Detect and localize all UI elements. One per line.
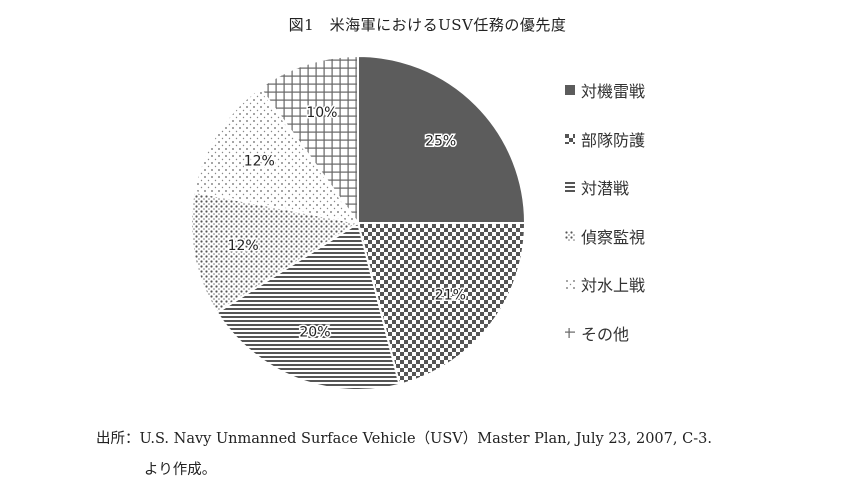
source-line-2: より作成。 xyxy=(144,462,217,478)
pie-chart: 25%25%21%21%20%20%12%12%12%12%10%10% xyxy=(190,54,527,391)
pie-slice-3 xyxy=(215,221,401,391)
pie-slice-6 xyxy=(258,54,359,227)
pie-slice-2 xyxy=(356,222,527,386)
slice-label-halo-3: 20% xyxy=(299,325,330,341)
slice-label-halo-1: 25% xyxy=(425,133,456,149)
legend-label-3: 対潜戦 xyxy=(581,179,630,199)
legend-swatch-3 xyxy=(565,182,575,193)
slice-label-4: 12% xyxy=(228,238,259,254)
legend-label-1: 対機雷戦 xyxy=(581,82,646,102)
legend-label-4: 偵察監視 xyxy=(581,227,646,247)
slice-label-3: 20% xyxy=(299,325,330,341)
slice-label-1: 25% xyxy=(425,133,456,149)
pie-slice-5 xyxy=(192,86,361,225)
legend-item-2: 部隊防護 xyxy=(565,115,645,164)
source-line-1: 出所：U.S. Navy Unmanned Surface Vehicle（US… xyxy=(96,431,712,447)
chart-legend: 対機雷戦部隊防護対潜戦偵察監視対水上戦その他 xyxy=(565,66,645,357)
slice-label-halo-6: 10% xyxy=(306,105,337,121)
legend-item-5: 対水上戦 xyxy=(565,260,645,309)
legend-swatch-4 xyxy=(565,230,575,241)
pie-slice-4 xyxy=(190,190,361,314)
legend-item-1: 対機雷戦 xyxy=(565,66,645,115)
slice-label-6: 10% xyxy=(306,105,337,121)
legend-item-6: その他 xyxy=(565,309,645,358)
source-note: 出所：U.S. Navy Unmanned Surface Vehicle（US… xyxy=(96,424,712,486)
chart-title: 図1 米海軍におけるUSV任務の優先度 xyxy=(288,16,567,34)
slice-label-halo-2: 21% xyxy=(435,288,466,304)
legend-swatch-2 xyxy=(565,133,575,144)
legend-item-3: 対潜戦 xyxy=(565,163,645,212)
legend-swatch-1 xyxy=(565,85,575,96)
legend-label-5: 対水上戦 xyxy=(581,276,646,296)
legend-swatch-5 xyxy=(565,279,575,290)
slice-label-halo-4: 12% xyxy=(228,238,259,254)
pie-slice-1 xyxy=(357,54,527,224)
legend-item-4: 偵察監視 xyxy=(565,212,645,261)
slice-label-halo-5: 12% xyxy=(244,153,275,169)
legend-label-6: その他 xyxy=(581,324,630,344)
slice-label-2: 21% xyxy=(435,288,466,304)
legend-swatch-6 xyxy=(565,327,575,338)
legend-label-2: 部隊防護 xyxy=(581,130,646,150)
slice-label-5: 12% xyxy=(244,153,275,169)
